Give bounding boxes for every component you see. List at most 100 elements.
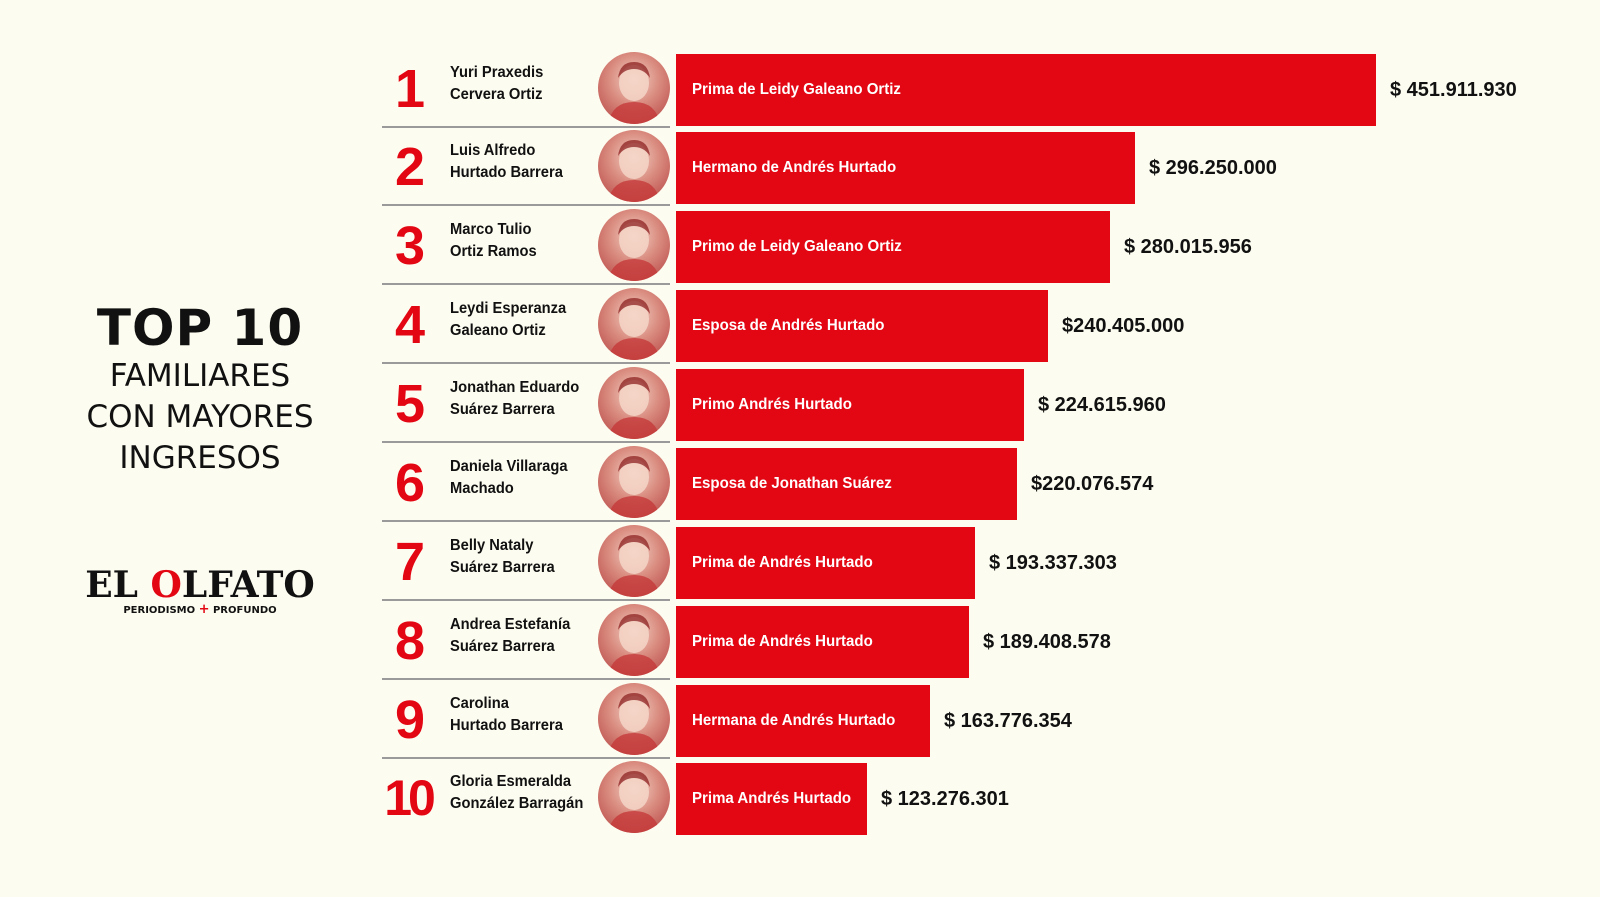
person-name-line-1: Leydi Esperanza — [450, 300, 567, 317]
person-name-line-2: Hurtado Barrera — [450, 717, 563, 734]
value-label: $ 451.911.930 — [1390, 79, 1517, 101]
row-divider — [382, 126, 670, 128]
person-name-line-2: Ortiz Ramos — [450, 243, 537, 260]
relationship-label: Esposa de Jonathan Suárez — [692, 475, 892, 492]
value-label: $ 163.776.354 — [944, 710, 1072, 732]
rank-number: 7 — [394, 532, 426, 592]
person-photo — [598, 446, 670, 518]
row-divider — [382, 441, 670, 443]
row-divider — [382, 283, 670, 285]
relationship-label: Prima Andrés Hurtado — [692, 790, 852, 807]
rank-number: 3 — [394, 216, 426, 276]
value-label: $ 193.337.303 — [989, 552, 1117, 574]
person-name-line-1: Gloria Esmeralda — [450, 773, 572, 790]
person-name-line-2: Hurtado Barrera — [450, 164, 563, 181]
logo-tagline-end: PROFUNDO — [209, 605, 277, 616]
person-name-line-2: Suárez Barrera — [450, 401, 555, 418]
value-bar: Prima de Andrés Hurtado — [676, 527, 975, 599]
value-bar: Esposa de Andrés Hurtado — [676, 290, 1048, 362]
value-label: $ 123.276.301 — [881, 788, 1009, 810]
person-photo — [598, 130, 670, 202]
value-bar: Primo Andrés Hurtado — [676, 369, 1024, 441]
person-name-line-1: Daniela Villaraga — [450, 458, 568, 475]
person-name: Jonathan Eduardo Suárez Barrera — [450, 377, 588, 421]
person-photo — [598, 761, 670, 833]
person-name-line-1: Carolina — [450, 695, 509, 712]
person-name-line-1: Andrea Estefanía — [450, 616, 571, 633]
value-label: $240.405.000 — [1062, 315, 1185, 337]
person-name: Marco Tulio Ortiz Ramos — [450, 219, 588, 263]
row-divider — [382, 757, 670, 759]
relationship-label: Prima de Andrés Hurtado — [692, 554, 873, 571]
chart-subtitle-line-2: CON MAYORES — [86, 399, 314, 435]
person-name-line-1: Luis Alfredo — [450, 142, 536, 159]
chart-row: 7 Belly Nataly Suárez Barrera Prima de Andr… — [0, 521, 1600, 601]
value-label: $ 224.615.960 — [1038, 394, 1166, 416]
person-name-line-2: Machado — [450, 480, 514, 497]
value-label: $220.076.574 — [1031, 473, 1154, 495]
person-name-line-2: Suárez Barrera — [450, 638, 555, 655]
person-photo — [598, 683, 670, 755]
logo-wordmark-start: EL — [85, 564, 151, 606]
person-name: Belly Nataly Suárez Barrera — [450, 535, 588, 579]
person-photo — [598, 209, 670, 281]
chart-title: TOP 10 — [96, 299, 304, 357]
rank-number: 2 — [394, 137, 426, 197]
chart-row: 2 Luis Alfredo Hurtado Barrera Hermano de A… — [0, 126, 1600, 206]
relationship-label: Prima de Leidy Galeano Ortiz — [692, 81, 901, 98]
chart-row: 1 Yuri Praxedis Cervera Ortiz Prima de Leid… — [0, 48, 1600, 128]
chart-row: 9 Carolina Hurtado Barrera Hermana de André… — [0, 679, 1600, 759]
chart-row: 4 Leydi Esperanza Galeano Ortiz Esposa de A… — [0, 284, 1600, 364]
logo-wordmark-end: LFATO — [181, 564, 315, 606]
person-name-line-2: Galeano Ortiz — [450, 322, 546, 339]
chart-row: 8 Andrea Estefanía Suárez Barrera Prima de … — [0, 600, 1600, 680]
person-photo — [598, 367, 670, 439]
chart-subtitle-line-3: INGRESOS — [119, 440, 281, 476]
row-divider — [382, 362, 670, 364]
rank-number: 8 — [394, 611, 426, 671]
person-photo — [598, 604, 670, 676]
logo-wordmark: EL OLFATO — [78, 566, 322, 604]
person-name-line-1: Marco Tulio — [450, 221, 532, 238]
rank-number: 6 — [394, 453, 426, 513]
logo-tagline-start: PERIODISMO — [123, 605, 199, 616]
el-olfato-logo: EL OLFATO PERIODISMO + PROFUNDO — [78, 566, 322, 617]
chart-row: 10 Gloria Esmeralda González Barragán Prima… — [0, 757, 1600, 837]
chart-subtitle-line-1: FAMILIARES — [109, 358, 291, 394]
value-bar: Prima de Leidy Galeano Ortiz — [676, 54, 1376, 126]
relationship-label: Prima de Andrés Hurtado — [692, 633, 873, 650]
logo-tagline-plus: + — [198, 602, 210, 617]
person-name-line-1: Yuri Praxedis — [450, 64, 544, 81]
relationship-label: Hermano de Andrés Hurtado — [692, 159, 897, 176]
relationship-label: Esposa de Andrés Hurtado — [692, 317, 885, 334]
value-label: $ 296.250.000 — [1149, 157, 1277, 179]
person-photo — [598, 52, 670, 124]
value-bar: Primo de Leidy Galeano Ortiz — [676, 211, 1110, 283]
person-name-line-2: Cervera Ortiz — [450, 86, 543, 103]
person-name: Leydi Esperanza Galeano Ortiz — [450, 298, 588, 342]
value-label: $ 189.408.578 — [983, 631, 1111, 653]
rank-number: 4 — [394, 295, 426, 355]
person-name: Andrea Estefanía Suárez Barrera — [450, 614, 588, 658]
person-name: Carolina Hurtado Barrera — [450, 693, 588, 737]
person-name: Yuri Praxedis Cervera Ortiz — [450, 62, 588, 106]
rank-number: 10 — [384, 770, 436, 826]
value-bar: Prima de Andrés Hurtado — [676, 606, 969, 678]
chart-title-block: TOP 10 FAMILIARES CON MAYORES INGRESOS — [40, 300, 360, 479]
person-name-line-2: Suárez Barrera — [450, 559, 555, 576]
person-name: Daniela Villaraga Machado — [450, 456, 588, 500]
chart-row: 6 Daniela Villaraga Machado Esposa de Jonat… — [0, 442, 1600, 522]
rank-number: 9 — [394, 690, 426, 750]
person-photo — [598, 288, 670, 360]
logo-wordmark-accent: O — [150, 564, 182, 606]
row-divider — [382, 204, 670, 206]
rank-number: 1 — [394, 59, 426, 119]
row-divider — [382, 599, 670, 601]
row-divider — [382, 520, 670, 522]
logo-tagline: PERIODISMO + PROFUNDO — [78, 602, 322, 617]
value-bar: Hermano de Andrés Hurtado — [676, 132, 1135, 204]
rank-number: 5 — [394, 374, 426, 434]
person-photo — [598, 525, 670, 597]
person-name-line-1: Jonathan Eduardo — [450, 379, 580, 396]
